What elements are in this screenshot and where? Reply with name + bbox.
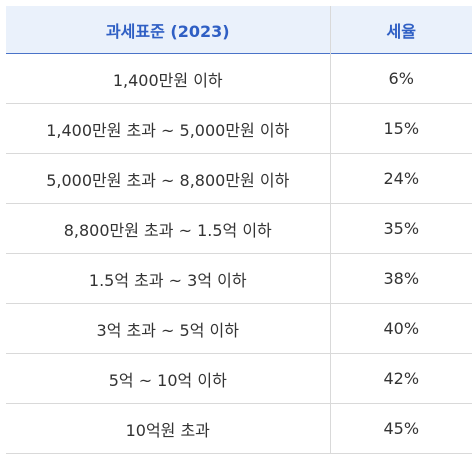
tax-base-cell: 1.5억 초과 ~ 3억 이하: [6, 253, 331, 304]
table-row: 1,400만원 이하 6%: [6, 53, 472, 104]
table-row: 5억 ~ 10억 이하 42%: [6, 353, 472, 404]
tax-rate-cell: 38%: [330, 253, 472, 304]
table-row: 10억원 초과 45%: [6, 403, 472, 454]
header-tax-rate: 세율: [330, 6, 472, 54]
table-row: 1,400만원 초과 ~ 5,000만원 이하 15%: [6, 103, 472, 154]
tax-rate-cell: 24%: [330, 153, 472, 204]
header-row: 과세표준 (2023) 세율: [6, 6, 472, 54]
tax-rate-cell: 35%: [330, 203, 472, 254]
tax-rate-table-container: 과세표준 (2023) 세율 1,400만원 이하 6% 1,400만원 초과 …: [6, 6, 472, 454]
table-header: 과세표준 (2023) 세율: [6, 6, 472, 54]
table-row: 1.5억 초과 ~ 3억 이하 38%: [6, 253, 472, 304]
tax-base-cell: 1,400만원 이하: [6, 53, 331, 104]
tax-base-cell: 3억 초과 ~ 5억 이하: [6, 303, 331, 354]
tax-base-cell: 5억 ~ 10억 이하: [6, 353, 331, 404]
table-body: 1,400만원 이하 6% 1,400만원 초과 ~ 5,000만원 이하 15…: [6, 53, 472, 454]
header-tax-base: 과세표준 (2023): [6, 6, 331, 54]
tax-rate-table: 과세표준 (2023) 세율 1,400만원 이하 6% 1,400만원 초과 …: [6, 6, 472, 454]
tax-base-cell: 1,400만원 초과 ~ 5,000만원 이하: [6, 103, 331, 154]
tax-base-cell: 5,000만원 초과 ~ 8,800만원 이하: [6, 153, 331, 204]
tax-rate-cell: 15%: [330, 103, 472, 154]
tax-base-cell: 8,800만원 초과 ~ 1.5억 이하: [6, 203, 331, 254]
tax-rate-cell: 6%: [330, 53, 472, 104]
tax-rate-cell: 40%: [330, 303, 472, 354]
tax-rate-cell: 45%: [330, 403, 472, 454]
tax-base-cell: 10억원 초과: [6, 403, 331, 454]
table-row: 3억 초과 ~ 5억 이하 40%: [6, 303, 472, 354]
table-row: 5,000만원 초과 ~ 8,800만원 이하 24%: [6, 153, 472, 204]
tax-rate-cell: 42%: [330, 353, 472, 404]
table-row: 8,800만원 초과 ~ 1.5억 이하 35%: [6, 203, 472, 254]
